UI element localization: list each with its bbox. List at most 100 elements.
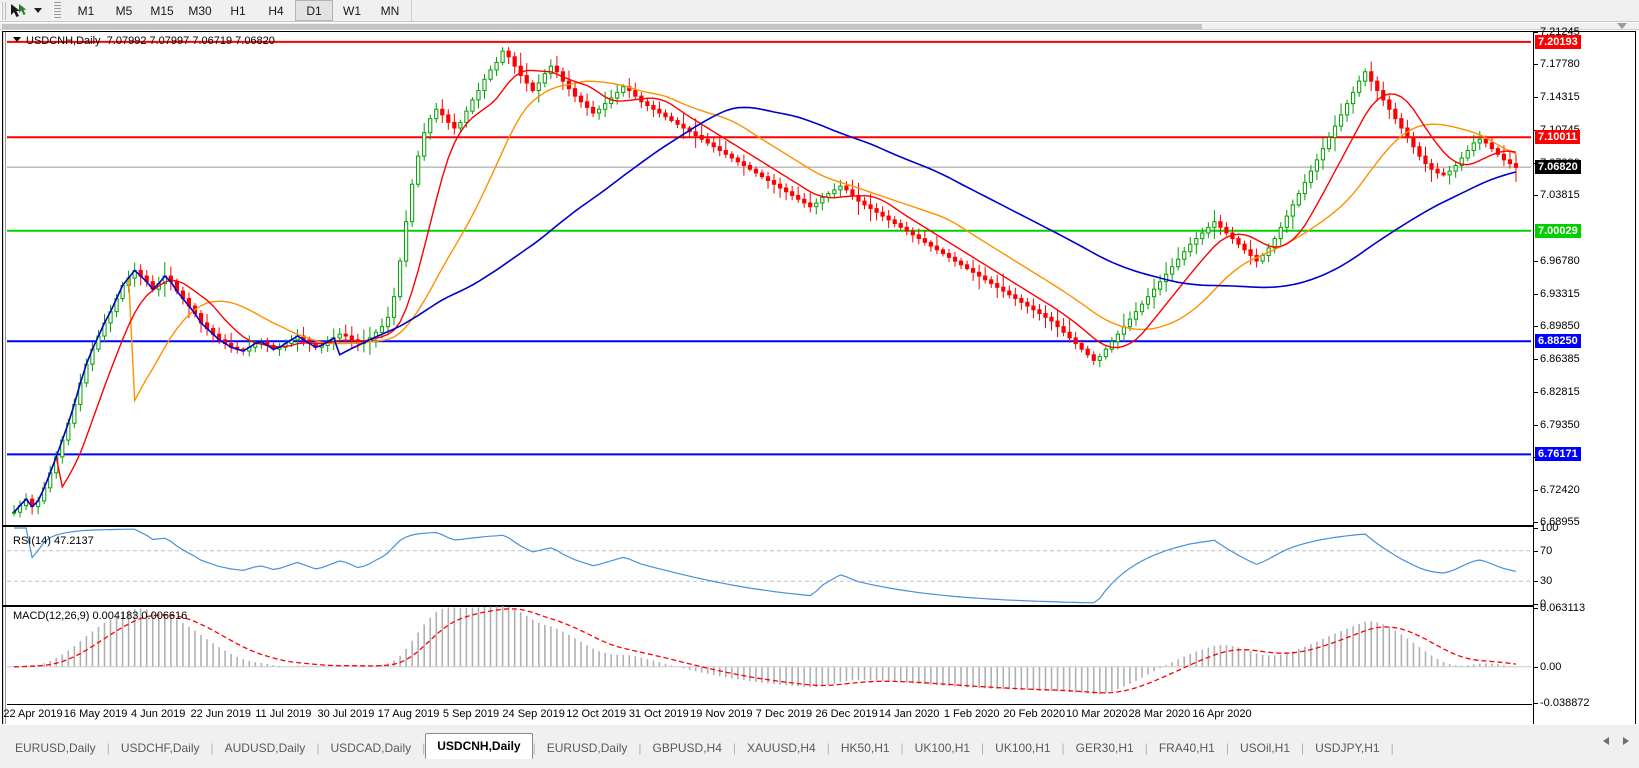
rsi-macd-divider [3, 605, 1635, 606]
chart-window: USDCNH,Daily 7.07992 7.07997 7.06719 7.0… [0, 22, 1639, 725]
time-tick-label: 31 Oct 2019 [628, 708, 689, 720]
cursor-crosshair-icon[interactable] [9, 1, 31, 21]
time-tick-label: 30 Jul 2019 [317, 708, 375, 720]
timeframe-button-m30[interactable]: M30 [188, 4, 212, 18]
toolbar-empty-area [411, 0, 1639, 21]
timeframe-button-m5[interactable]: M5 [115, 4, 133, 18]
chart-tab-hk50-h1[interactable]: HK50,H1 [840, 741, 890, 755]
chart-tab-usdcad-daily[interactable]: USDCAD,Daily [330, 741, 412, 755]
price-tick-label: 6.79350 [1534, 419, 1580, 432]
chart-tab-ger30-h1[interactable]: GER30,H1 [1075, 741, 1134, 755]
time-tick-label: 10 Mar 2020 [1065, 708, 1128, 720]
time-tick-label: 1 Feb 2020 [943, 708, 1000, 720]
ma-red-line [13, 69, 1517, 513]
time-tick-label: 17 Aug 2019 [377, 708, 440, 720]
tab-separator: | [900, 741, 904, 755]
macd-histogram [19, 606, 1517, 695]
chart-tab-audusd-daily[interactable]: AUDUSD,Daily [224, 741, 306, 755]
time-tick-label: 4 Jun 2019 [130, 708, 186, 720]
chart-tab-xauusd-h4[interactable]: XAUUSD,H4 [747, 741, 816, 755]
chart-tab-list: EURUSD,Daily | USDCHF,Daily | AUDUSD,Daily | U… [4, 733, 1394, 759]
chart-tab-eurusd-daily[interactable]: EURUSD,Daily [15, 741, 96, 755]
tab-separator: | [1301, 741, 1305, 755]
rsi-tick-label: 70 [1534, 545, 1552, 558]
time-scale[interactable]: 22 Apr 2019 16 May 2019 4 Jun 2019 22 Jun 2… [3, 704, 1532, 724]
price-chart-canvas[interactable] [3, 32, 1531, 522]
time-tick-label: 20 Feb 2020 [1003, 708, 1066, 720]
tab-separator: | [1144, 741, 1148, 755]
chart-left-gutter [3, 32, 7, 724]
triangle-down-icon[interactable] [13, 37, 21, 42]
timeframe-button-w1[interactable]: W1 [343, 4, 361, 18]
chart-tab-usdcnh-daily[interactable]: USDCNH,Daily [425, 733, 533, 759]
timeframe-group: M1 M5 M15 M30 H1 H4 D1 W1 MN [67, 0, 409, 21]
rsi-chart-canvas[interactable] [3, 527, 1531, 604]
timeframe-button-h4[interactable]: H4 [268, 4, 284, 18]
price-rsi-divider [3, 525, 1635, 526]
time-tick-label: 5 Sep 2019 [442, 708, 500, 720]
price-tick-label: 6.68955 [1534, 516, 1580, 529]
chart-tab-usoil-h1[interactable]: USOil,H1 [1239, 741, 1290, 755]
macd-indicator-label: MACD(12,26,9) 0.004183 0.006616 [13, 610, 188, 622]
macd-tick-label: -0.038872 [1534, 697, 1590, 710]
chart-tabbar: EURUSD,Daily | USDCHF,Daily | AUDUSD,Daily | U… [0, 724, 1639, 768]
timeframe-button-mn[interactable]: MN [380, 4, 400, 18]
tab-separator: | [732, 741, 737, 755]
candlestick-series [11, 47, 1519, 518]
toolbar-dropdown-arrow[interactable] [31, 1, 45, 21]
timeframe-button-d1[interactable]: D1 [295, 0, 333, 21]
chart-symbol-title: USDCNH,Daily [26, 35, 101, 47]
price-level-label-resistance[interactable]: 7.10011 [1535, 130, 1581, 145]
chart-tab-uk100-h1[interactable]: UK100,H1 [914, 741, 971, 755]
chart-tab-eurusd-daily[interactable]: EURUSD,Daily [546, 741, 628, 755]
price-tick-label: 6.93315 [1534, 288, 1580, 301]
timeframe-button-m15[interactable]: M15 [150, 4, 174, 18]
chart-plot-frame[interactable]: USDCNH,Daily 7.07992 7.07997 7.06719 7.0… [2, 26, 1636, 725]
ma-orange-line [13, 80, 1517, 513]
toolbar-drag-handle[interactable] [1, 1, 7, 20]
rsi-indicator-label: RSI(14) 47.2137 [13, 535, 94, 547]
rsi-line [14, 527, 1517, 604]
chart-tab-gbpusd-h4[interactable]: GBPUSD,H4 [652, 741, 722, 755]
timeframe-button-m1[interactable]: M1 [77, 4, 95, 18]
tab-separator: | [981, 741, 985, 755]
tab-separator: | [1061, 741, 1065, 755]
rsi-tick-label: 30 [1534, 575, 1552, 588]
time-tick-label: 22 Apr 2019 [3, 708, 63, 720]
price-tick-label: 7.14315 [1534, 91, 1580, 104]
chart-tab-usdjpy-h1[interactable]: USDJPY,H1 [1315, 741, 1380, 755]
chart-horizontal-scrollbar[interactable] [0, 23, 1639, 30]
time-tick-label: 16 Apr 2020 [1192, 708, 1252, 720]
price-level-label-support[interactable]: 6.76171 [1535, 447, 1581, 462]
macd-tick-label: 0.063113 [1534, 602, 1585, 615]
toolbar-separator[interactable] [53, 1, 61, 20]
macd-tick-label: 0.00 [1534, 661, 1561, 674]
rsi-tick-label: 100 [1534, 522, 1558, 535]
timeframe-button-h1[interactable]: H1 [230, 4, 246, 18]
time-tick-label: 24 Sep 2019 [502, 708, 565, 720]
rsi-macd-divider-2 [3, 606, 1635, 607]
tab-separator: | [826, 741, 830, 755]
price-level-label-resistance[interactable]: 7.20193 [1535, 34, 1581, 49]
chart-tab-uk100-h1[interactable]: UK100,H1 [995, 741, 1051, 755]
time-tick-label: 19 Nov 2019 [690, 708, 753, 720]
macd-chart-canvas[interactable] [3, 606, 1531, 703]
time-tick-label: 16 May 2019 [63, 708, 128, 720]
price-scale[interactable]: 7.212457.177807.143157.107457.072807.038… [1533, 26, 1635, 724]
chart-ohlc-values: 7.07992 7.07997 7.06719 7.06820 [106, 35, 275, 47]
price-level-label-last-price[interactable]: 7.06820 [1535, 160, 1581, 175]
arrow-left-icon[interactable] [1603, 737, 1609, 745]
chart-symbol-header: USDCNH,Daily 7.07992 7.07997 7.06719 7.0… [13, 35, 275, 47]
chart-tab-usdchf-daily[interactable]: USDCHF,Daily [120, 741, 200, 755]
tab-separator: | [1390, 741, 1394, 755]
tab-separator: | [422, 741, 426, 755]
chart-tab-fra40-h1[interactable]: FRA40,H1 [1158, 741, 1215, 755]
time-tick-label: 11 Jul 2019 [255, 708, 312, 720]
rsi-tick-label: 0 [1534, 598, 1546, 611]
scrollbar-thumb[interactable] [2, 24, 1202, 29]
ma-blue-line [13, 106, 1517, 513]
price-level-label-support[interactable]: 6.88250 [1535, 334, 1581, 349]
time-tick-label: 12 Oct 2019 [566, 708, 627, 720]
arrow-right-icon[interactable] [1623, 737, 1629, 745]
price-level-label-support[interactable]: 7.00029 [1535, 223, 1581, 238]
